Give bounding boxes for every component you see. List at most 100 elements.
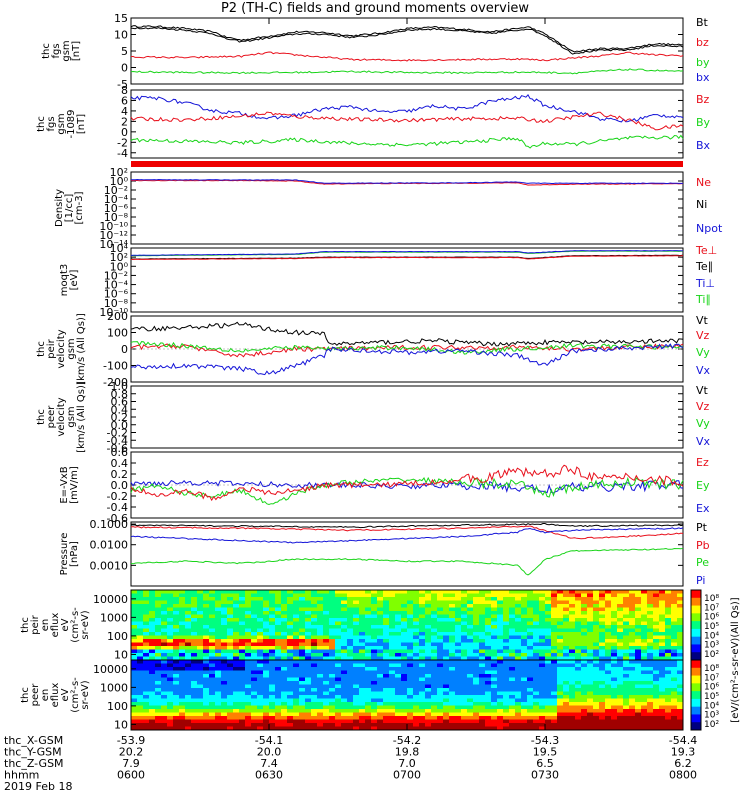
spectrogram-cell (563, 604, 570, 608)
spectrogram-cell (155, 628, 162, 633)
spectrogram-cell (569, 649, 576, 654)
y-tick-label: 0.1000 (90, 518, 129, 531)
spectrogram-cell (575, 639, 582, 643)
spectrogram-cell (473, 632, 480, 636)
spectrogram-cell (371, 712, 378, 717)
spectrogram-cell (299, 614, 306, 619)
spectrogram-cell (353, 663, 360, 668)
spectrogram-cell (287, 639, 294, 643)
spectrogram-cell (161, 628, 168, 633)
spectrogram-cell (221, 632, 228, 636)
axis-value: -53.9 (117, 734, 145, 747)
spectrogram-cell (317, 684, 324, 689)
spectrogram-cell (269, 642, 276, 647)
spectrogram-cell (467, 649, 474, 654)
spectrogram-cell (233, 607, 240, 612)
spectrogram-cell (383, 607, 390, 612)
spectrogram-cell (203, 593, 210, 598)
spectrogram-cell (179, 705, 186, 710)
spectrogram-cell (521, 653, 528, 657)
spectrogram-cell (581, 642, 588, 647)
spectrogram-cell (365, 621, 372, 626)
spectrogram-cell (131, 695, 138, 699)
spectrogram-cell (269, 621, 276, 626)
spectrogram-cell (659, 607, 666, 612)
spectrogram-cell (251, 590, 258, 594)
spectrogram-cell (365, 684, 372, 689)
spectrogram-cell (215, 663, 222, 668)
spectrogram-cell (233, 677, 240, 682)
spectrogram-cell (329, 691, 336, 696)
y-tick-label: 1.0 (111, 380, 129, 393)
spectrogram-cell (371, 656, 378, 661)
spectrogram-cell (479, 677, 486, 682)
spectrogram-cell (233, 646, 240, 650)
axis-row-label: thc_Z-GSM (4, 757, 64, 770)
series-line-Vt (130, 321, 684, 347)
spectrogram-cell (137, 709, 144, 713)
spectrogram-cell (419, 674, 426, 678)
spectrogram-cell (209, 628, 216, 633)
spectrogram-cell (551, 607, 558, 612)
spectrogram-cell (347, 642, 354, 647)
spectrogram-cell (659, 691, 666, 696)
spectrogram-cell (359, 639, 366, 643)
spectrogram-cell (281, 611, 288, 615)
spectrogram-cell (299, 723, 306, 727)
spectrogram-cell (191, 691, 198, 696)
spectrogram-cell (287, 674, 294, 678)
spectrogram-cell (491, 600, 498, 605)
spectrogram-cell (545, 646, 552, 650)
spectrogram-cell (491, 716, 498, 720)
spectrogram-cell (545, 709, 552, 713)
spectrogram-cell (587, 719, 594, 724)
spectrogram-cell (581, 611, 588, 615)
spectrogram-cell (641, 646, 648, 650)
spectrogram-cell (179, 593, 186, 598)
spectrogram-cell (389, 618, 396, 622)
spectrogram-cell (149, 593, 156, 598)
spectrogram-cell (509, 716, 516, 720)
spectrogram-cell (365, 670, 372, 675)
spectrogram-cell (647, 614, 654, 619)
spectrogram-cell (263, 698, 270, 703)
series-line-Bt (130, 25, 684, 53)
spectrogram-cell (281, 604, 288, 608)
spectrogram-cell (257, 628, 264, 633)
spectrogram-cell (551, 649, 558, 654)
spectrogram-cell (257, 611, 264, 615)
spectrogram-cell (257, 705, 264, 710)
spectrogram-cell (563, 688, 570, 692)
spectrogram-cell (209, 723, 216, 727)
spectrogram-cell (383, 681, 390, 685)
spectrogram-cell (395, 590, 402, 594)
spectrogram-cell (389, 639, 396, 643)
spectrogram-cell (677, 684, 684, 689)
spectrogram-cell (575, 635, 582, 640)
spectrogram-cell (233, 614, 240, 619)
spectrogram-cell (329, 705, 336, 710)
spectrogram-cell (155, 691, 162, 696)
series-line-bz (130, 27, 684, 55)
spectrogram-cell (521, 691, 528, 696)
spectrogram-cell (395, 709, 402, 713)
spectrogram-cell (473, 716, 480, 720)
spectrogram-cell (545, 649, 552, 654)
spectrogram-cell (527, 604, 534, 608)
spectrogram-cell (359, 663, 366, 668)
spectrogram-cell (503, 712, 510, 717)
spectrogram-cell (509, 684, 516, 689)
spectrogram-cell (419, 712, 426, 717)
spectrogram-cell (173, 593, 180, 598)
spectrogram-cell (467, 614, 474, 619)
spectrogram-cell (503, 604, 510, 608)
spectrogram-cell (155, 607, 162, 612)
spectrogram-cell (575, 670, 582, 675)
spectrogram-cell (293, 607, 300, 612)
spectrogram-cell (563, 625, 570, 629)
spectrogram-cell (431, 670, 438, 675)
spectrogram-cell (557, 593, 564, 598)
spectrogram-cell (275, 628, 282, 633)
spectrogram-cell (479, 702, 486, 706)
spectrogram-cell (221, 684, 228, 689)
